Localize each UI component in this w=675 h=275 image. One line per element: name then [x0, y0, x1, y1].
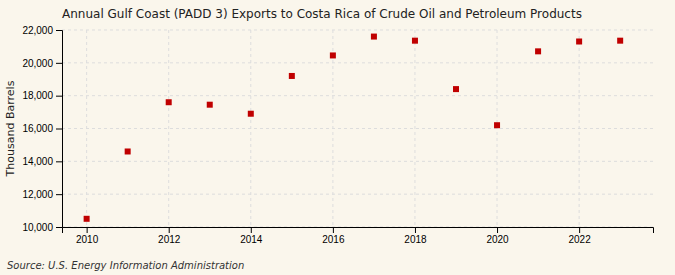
tick-label: 2016 [322, 234, 345, 245]
tick-mark [497, 227, 498, 233]
tick: 18,000 [22, 90, 62, 101]
axis-line [56, 31, 63, 228]
point [248, 111, 254, 117]
tick-mark [415, 227, 416, 233]
tick: 2010 [76, 227, 99, 245]
tick-label: 14,000 [22, 156, 53, 167]
tick-label: 12,000 [22, 189, 53, 200]
tick-mark [169, 227, 170, 233]
tick: 2020 [486, 227, 509, 245]
tick-mark [56, 227, 62, 228]
tick-label: 2012 [158, 234, 181, 245]
points [84, 34, 624, 222]
tick: 22,000 [22, 25, 62, 36]
tick-label: 22,000 [22, 25, 53, 36]
tick-label: 16,000 [22, 123, 53, 134]
tick-label: 2022 [569, 234, 592, 245]
tick-label: 20,000 [22, 58, 53, 69]
grid-line [62, 30, 653, 31]
tick: 2016 [322, 227, 345, 245]
tick-label: 18,000 [22, 90, 53, 101]
point [289, 73, 295, 79]
title: Annual Gulf Coast (PADD 3) Exports to Co… [62, 7, 582, 21]
grid-line [250, 30, 251, 227]
point [453, 86, 459, 92]
point [330, 52, 336, 58]
tick: 12,000 [22, 189, 62, 200]
tick: 10,000 [22, 222, 62, 233]
tick-mark [56, 194, 62, 195]
tick: 2018 [404, 227, 427, 245]
point [166, 99, 172, 105]
grid-line [86, 30, 87, 227]
grid-line [332, 30, 333, 227]
tick-mark [56, 161, 62, 162]
tick: 2022 [569, 227, 592, 245]
tick: 2012 [158, 227, 181, 245]
tick-label: 2018 [404, 234, 427, 245]
point [412, 38, 418, 44]
tick-mark [333, 227, 334, 233]
tick-label: 2020 [486, 234, 509, 245]
chart: 2010 2012 2014 2016 2018 2020 2022 10,000 12,000… [0, 0, 675, 275]
tick-mark [56, 63, 62, 64]
tick-label: 10,000 [22, 222, 53, 233]
point [207, 102, 213, 108]
y-axis: 10,000 12,000 14,000 16,000 18,000 20,000 22,0… [22, 25, 62, 233]
tick-mark [251, 227, 252, 233]
point [371, 34, 377, 40]
point [617, 38, 623, 44]
background [0, 0, 675, 275]
x-axis: 2010 2012 2014 2016 2018 2020 2022 [63, 227, 654, 245]
y-axis-label: Thousand Barrels [4, 80, 17, 177]
point [576, 38, 582, 44]
point [125, 148, 131, 154]
point [494, 122, 500, 128]
grid [62, 30, 653, 227]
tick-mark [87, 227, 88, 233]
tick: 14,000 [22, 156, 62, 167]
tick-label: 2010 [76, 234, 99, 245]
grid-line [62, 128, 653, 129]
tick: 20,000 [22, 58, 62, 69]
tick-mark [56, 129, 62, 130]
tick-label: 2014 [240, 234, 263, 245]
grid-line [62, 194, 653, 195]
grid-line [62, 95, 653, 96]
grid-line [62, 62, 653, 63]
point [84, 216, 90, 222]
point [535, 48, 541, 54]
tick: 16,000 [22, 123, 62, 134]
grid-line [579, 30, 580, 227]
grid-line [497, 30, 498, 227]
grid-line [62, 161, 653, 162]
grid-line [414, 30, 415, 227]
tick-mark [56, 30, 62, 31]
plot: 2010 2012 2014 2016 2018 2020 2022 10,000 12,000… [22, 25, 653, 245]
tick-mark [56, 96, 62, 97]
axis-line [63, 228, 654, 234]
tick-mark [579, 227, 580, 233]
tick: 2014 [240, 227, 263, 245]
source: Source: U.S. Energy Information Administ… [7, 260, 244, 271]
grid-line [168, 30, 169, 227]
